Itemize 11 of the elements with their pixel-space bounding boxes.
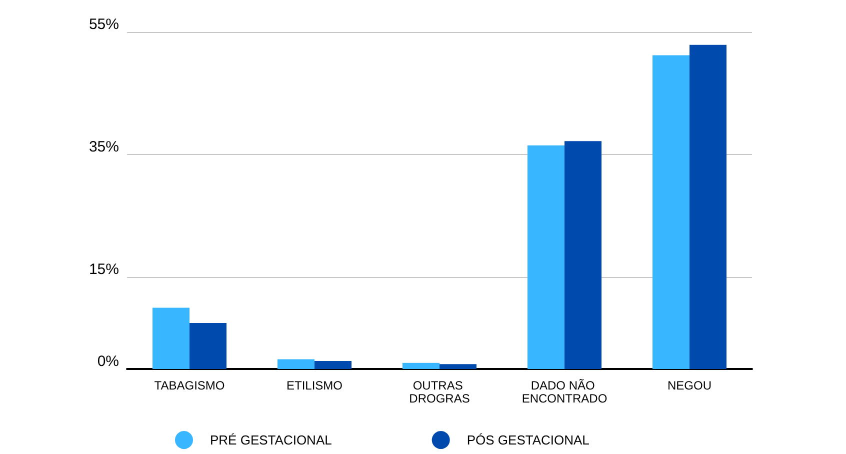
y-tick-label: 15%: [88, 261, 119, 278]
y-tick-label: 35%: [88, 138, 119, 156]
x-tick-label: DADO NÃO ENCONTRADO: [522, 378, 608, 406]
x-tick-label: OUTRAS DROGRAS: [409, 378, 470, 406]
legend-label: PRÉ GESTACIONAL: [210, 432, 332, 448]
legend-label: PÓS GESTACIONAL: [466, 432, 590, 448]
y-tick-label: 0%: [97, 353, 119, 370]
x-tick-label: TABAGISMO: [154, 378, 225, 392]
x-tick-label: NEGOU: [667, 378, 712, 392]
x-tick-label: ETILISMO: [286, 378, 343, 392]
y-tick-label: 55%: [88, 16, 119, 33]
